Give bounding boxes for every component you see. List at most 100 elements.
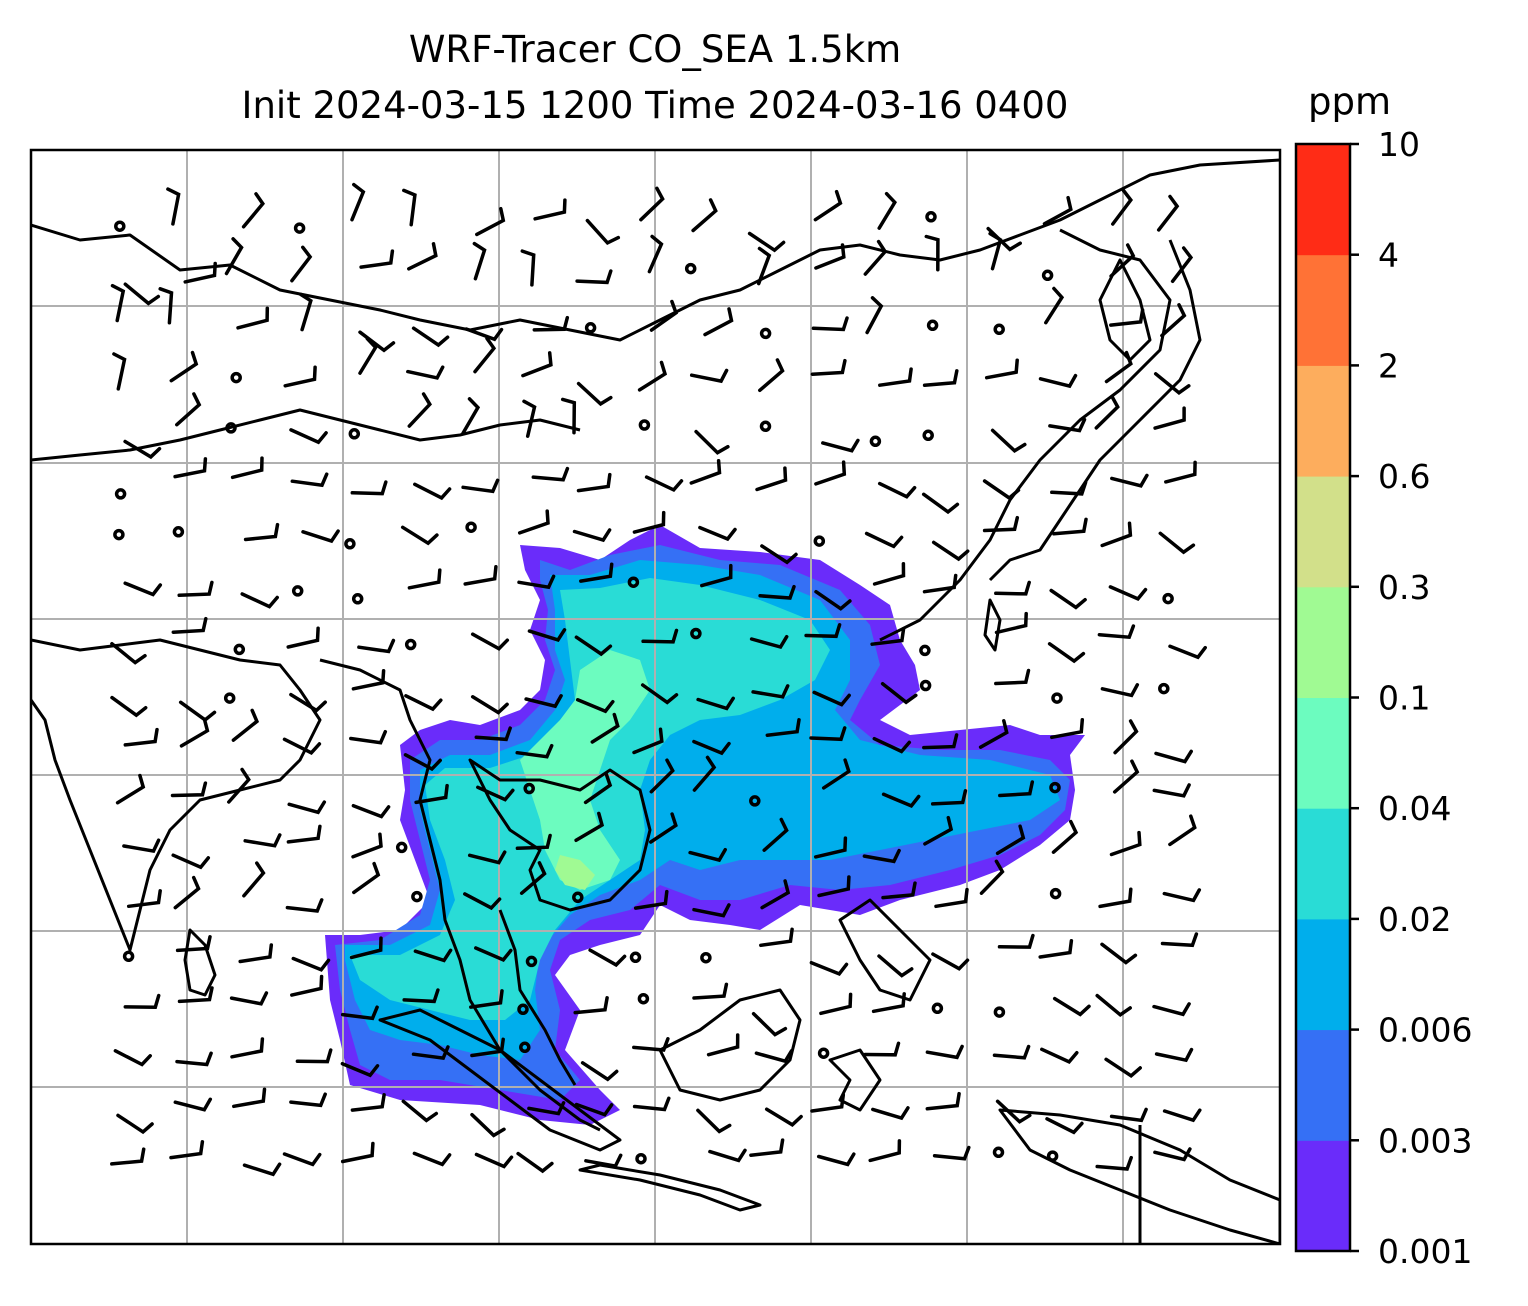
colorbar-swatch xyxy=(1296,808,1350,920)
calm-wind-circle xyxy=(465,521,477,533)
calm-wind-circle xyxy=(992,1146,1005,1159)
wind-barb xyxy=(749,634,789,650)
colorbar-swatch xyxy=(1296,586,1350,698)
calm-wind-circle xyxy=(638,419,651,431)
calm-wind-circle xyxy=(926,319,939,332)
coastline-indochina xyxy=(468,758,652,912)
wind-barb xyxy=(572,528,612,543)
calm-wind-circle xyxy=(922,429,934,442)
wind-barb xyxy=(351,669,386,691)
wind-barb xyxy=(232,1087,267,1109)
wind-barb xyxy=(864,531,904,549)
wind-barb xyxy=(1111,188,1133,226)
wind-barb xyxy=(872,736,912,754)
plume-level-6 xyxy=(555,855,595,890)
wind-barb xyxy=(574,811,605,843)
wind-barb xyxy=(286,626,320,649)
wind-barb xyxy=(583,772,613,805)
wind-barb xyxy=(1100,942,1138,965)
calm-wind-circle xyxy=(925,211,937,223)
wind-barb xyxy=(865,296,884,335)
wind-barb xyxy=(1153,1147,1192,1162)
wind-barb xyxy=(1168,644,1207,660)
wind-barb xyxy=(863,239,888,276)
wind-barb xyxy=(289,428,328,445)
wind-barb xyxy=(531,466,570,482)
colorbar-swatch xyxy=(1296,918,1350,1031)
wind-barb xyxy=(871,992,906,1014)
wind-barb xyxy=(243,522,280,542)
calm-wind-circle xyxy=(223,692,236,704)
wind-barb xyxy=(1109,243,1136,278)
wind-barb xyxy=(1154,1047,1194,1063)
wind-barb xyxy=(1153,406,1186,430)
wind-barb xyxy=(123,727,159,747)
wind-barb xyxy=(817,875,851,898)
wind-barb xyxy=(814,243,846,270)
wind-barb xyxy=(1112,759,1140,794)
wind-barb xyxy=(286,824,322,844)
wind-barb xyxy=(515,743,554,759)
wind-barb xyxy=(590,712,620,744)
colorbar-swatch xyxy=(1296,1029,1350,1141)
wind-barb xyxy=(994,668,1031,686)
calm-wind-circle xyxy=(627,576,640,588)
wind-barb xyxy=(588,948,627,968)
coastline-china xyxy=(31,158,1280,342)
wind-barb xyxy=(473,336,497,374)
wind-barb xyxy=(522,399,537,438)
colorbar-tick-label: 0.04 xyxy=(1378,789,1451,828)
wind-barb xyxy=(633,889,669,910)
wind-barb xyxy=(173,1097,213,1112)
wind-barb xyxy=(821,758,851,790)
calm-wind-circle xyxy=(993,1006,1006,1018)
wind-barb xyxy=(575,698,615,714)
calm-wind-circle xyxy=(114,220,126,232)
wind-barb xyxy=(524,694,563,709)
wind-barb xyxy=(809,726,847,742)
wind-barb xyxy=(230,456,264,480)
wind-barb xyxy=(632,1096,671,1112)
colorbar-swatch xyxy=(1296,254,1350,366)
wind-barb xyxy=(407,242,438,271)
wind-barb xyxy=(115,773,146,805)
wind-barb xyxy=(1100,521,1133,548)
wind-barb xyxy=(692,755,717,792)
wind-barb xyxy=(880,681,918,705)
wind-barb xyxy=(521,351,553,378)
wind-barb xyxy=(407,392,432,428)
wind-barb xyxy=(352,861,381,895)
wind-barb xyxy=(173,875,201,910)
wind-barb xyxy=(700,563,733,588)
wind-barb xyxy=(1110,473,1149,488)
wind-barb xyxy=(474,726,512,742)
coastline-sri-lanka xyxy=(183,928,217,997)
wind-barb xyxy=(1040,1047,1079,1065)
coastline-java xyxy=(578,1163,762,1212)
wind-barb xyxy=(762,817,789,852)
wind-barb xyxy=(241,192,265,229)
wind-barb xyxy=(872,561,906,586)
wind-barb xyxy=(291,956,331,972)
calm-wind-circle xyxy=(1046,1150,1059,1162)
wind-barb xyxy=(1162,888,1202,903)
wind-barb xyxy=(227,767,251,804)
wind-barb xyxy=(474,1152,514,1169)
calm-wind-circle xyxy=(817,1047,830,1059)
wind-barb xyxy=(689,458,722,485)
colorbar-unit: ppm xyxy=(1308,80,1392,123)
wind-barb xyxy=(749,1138,785,1157)
wind-barb xyxy=(412,1151,452,1167)
wind-barb xyxy=(649,299,679,332)
wind-barb xyxy=(401,1099,439,1123)
wind-barb xyxy=(925,1091,961,1111)
wind-barb xyxy=(994,580,1031,596)
wind-barb xyxy=(112,352,127,391)
wind-barb xyxy=(298,292,313,332)
colorbar-tick-label: 4 xyxy=(1378,236,1399,275)
coastline-sumatra xyxy=(378,1008,622,1152)
wind-barb xyxy=(751,684,790,699)
wind-barb xyxy=(760,879,791,910)
wind-barb xyxy=(350,1093,386,1112)
wind-barb xyxy=(242,1162,282,1177)
